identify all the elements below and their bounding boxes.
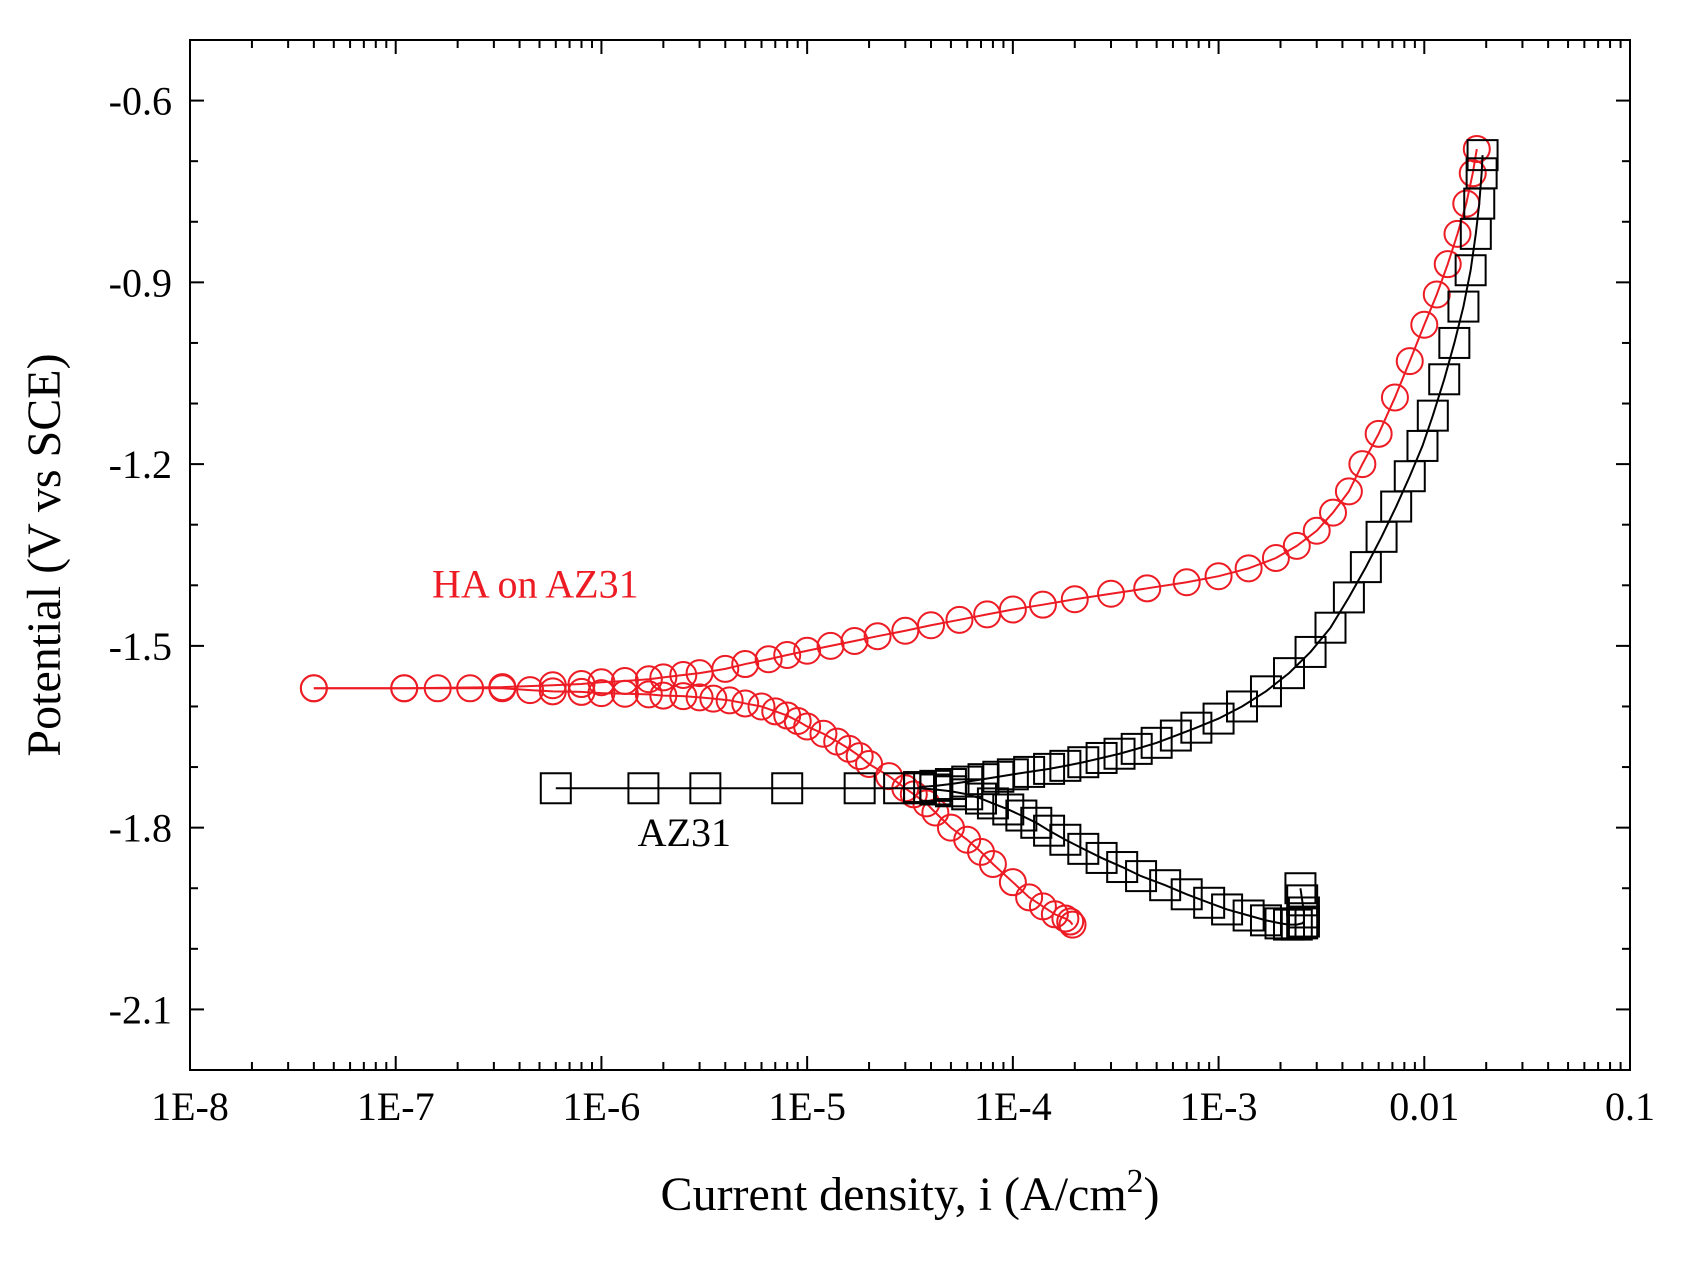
series-label: HA on AZ31 bbox=[432, 561, 639, 606]
series-ha-on-az31 bbox=[301, 136, 1490, 938]
x-tick-label: 1E-3 bbox=[1180, 1084, 1258, 1129]
y-tick-label: -0.6 bbox=[109, 79, 172, 124]
y-tick-label: -2.1 bbox=[109, 987, 172, 1032]
x-tick-label: 0.01 bbox=[1389, 1084, 1459, 1129]
series-label: AZ31 bbox=[638, 810, 731, 855]
x-tick-label: 1E-6 bbox=[563, 1084, 641, 1129]
x-tick-label: 1E-7 bbox=[357, 1084, 435, 1129]
x-tick-label: 1E-8 bbox=[151, 1084, 229, 1129]
y-tick-label: -1.2 bbox=[109, 442, 172, 487]
chart-container: 1E-8 1E-7 1E-6 1E-5 1E-4 1E-3 0.01 0.1 Current d… bbox=[0, 0, 1686, 1276]
y-tick-label: -0.9 bbox=[109, 260, 172, 305]
y-tick-label: -1.5 bbox=[109, 624, 172, 669]
polarization-chart: 1E-8 1E-7 1E-6 1E-5 1E-4 1E-3 0.01 0.1 Current d… bbox=[0, 0, 1686, 1276]
x-axis-label: Current density, i (A/cm2) bbox=[661, 1163, 1160, 1222]
x-tick-label: 1E-5 bbox=[768, 1084, 846, 1129]
y-tick-label: -1.8 bbox=[109, 806, 172, 851]
x-tick-label: 0.1 bbox=[1605, 1084, 1655, 1129]
x-tick-label: 1E-4 bbox=[974, 1084, 1052, 1129]
y-axis-label: Potential (V vs SCE) bbox=[18, 353, 71, 756]
